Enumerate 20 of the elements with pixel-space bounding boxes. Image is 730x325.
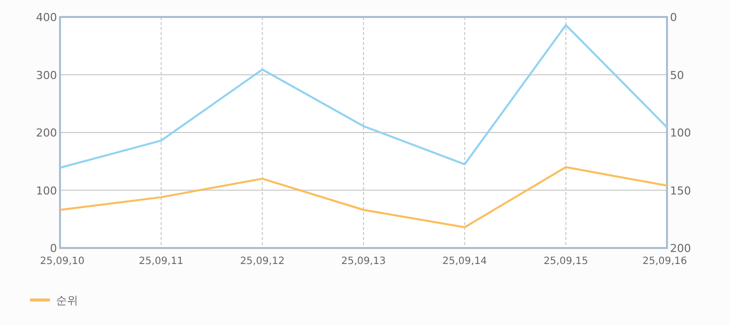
- y-tick-label: 100: [36, 184, 57, 198]
- legend-label: 순위: [56, 294, 78, 307]
- y2-tick-label: 200: [670, 242, 691, 255]
- x-tick-label: 25,09,12: [240, 256, 285, 267]
- x-tick-label: 25,09,15: [544, 256, 588, 267]
- y-tick-label: 200: [36, 126, 57, 140]
- y2-tick-label: 100: [670, 126, 691, 140]
- line-series: [59, 24, 668, 169]
- y-tick-label: 300: [36, 68, 57, 82]
- x-tick-label: 25,09,10: [40, 256, 85, 267]
- line-series: [59, 166, 668, 228]
- y-tick-label: 0: [50, 242, 57, 255]
- y-tick-label: 400: [36, 11, 57, 24]
- y2-tick-label: 150: [670, 184, 691, 198]
- y2-tick-label: 0: [670, 11, 677, 24]
- x-tick-label: 25,09,11: [138, 256, 184, 267]
- x-tick-label: 25,09,16: [642, 256, 687, 267]
- y2-tick-label: 50: [670, 68, 684, 82]
- x-tick-label: 25,09,14: [442, 256, 487, 267]
- x-tick-label: 25,09,13: [341, 256, 386, 267]
